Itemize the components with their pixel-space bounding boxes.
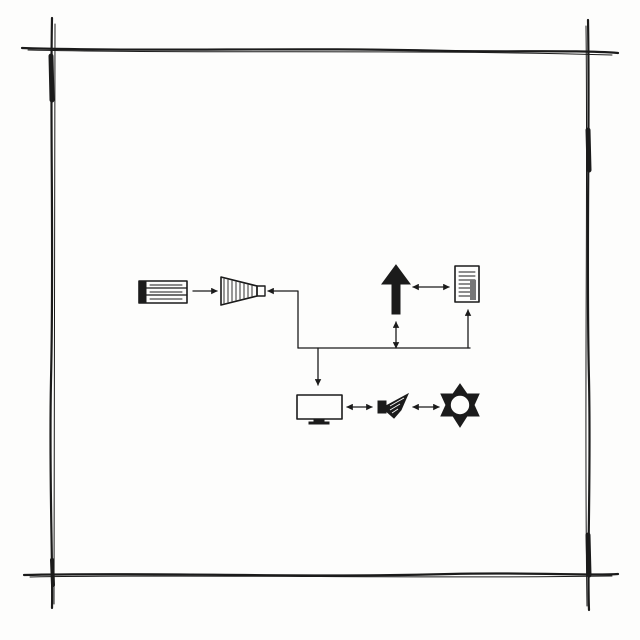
connectors	[192, 283, 472, 411]
sketch-frame	[20, 16, 620, 612]
funnel-icon	[220, 276, 266, 306]
document-icon	[454, 265, 480, 303]
server-rack-icon	[138, 280, 188, 304]
gear-star-icon	[440, 383, 480, 428]
up-arrow-icon	[381, 264, 411, 315]
edge-funnel-bus	[267, 287, 299, 349]
monitor-icon	[296, 394, 343, 425]
speaker-icon	[377, 392, 410, 419]
